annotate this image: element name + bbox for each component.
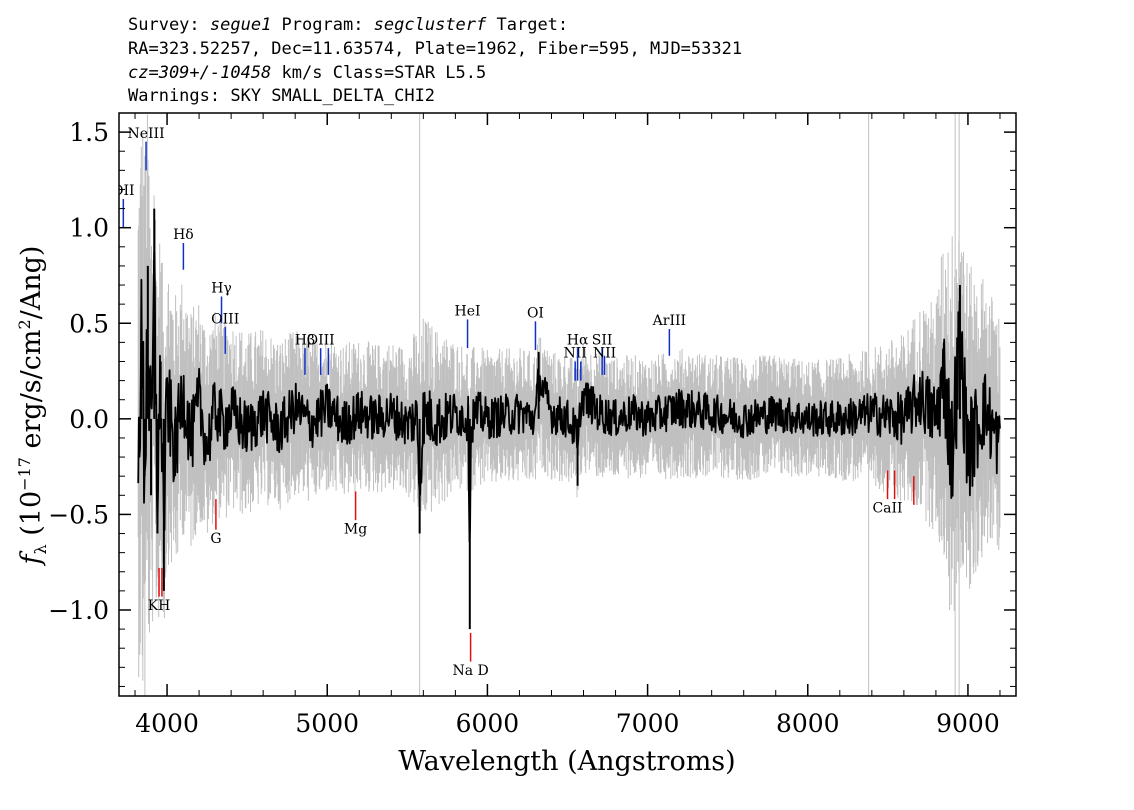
absorption-line-label: Mg (344, 522, 367, 538)
y-axis-sq: 2 (15, 319, 34, 329)
emission-line-label: NeIII (127, 126, 164, 142)
target-label: Target: (486, 15, 568, 35)
y-axis-open: (10 (16, 491, 47, 544)
y-tick-label: 0.5 (69, 309, 109, 338)
x-tick-label: 5000 (295, 709, 359, 738)
plot-frame (118, 112, 1017, 697)
y-tick-label: 0.0 (69, 405, 109, 434)
emission-line-label: OI (527, 306, 544, 322)
emission-line-label: OIII (307, 332, 335, 348)
header-line-4: Warnings: SKY SMALL_DELTA_CHI2 (128, 86, 435, 106)
emission-line-label: Hα (567, 332, 589, 348)
flux-line (137, 250, 1001, 543)
y-tick-label: 1.0 (69, 214, 109, 243)
y-tick-label: −1.0 (48, 596, 109, 625)
program-label: Program: (271, 15, 373, 35)
y-axis-units: erg/s/cm (16, 330, 47, 458)
survey-value: segue1 (210, 15, 271, 35)
header-line-1: Survey: segue1 Program: segclusterf Targ… (128, 15, 568, 35)
absorption-line-label: KH (148, 598, 171, 614)
absorption-line-label: Na D (452, 663, 488, 679)
header-line-2: RA=323.52257, Dec=11.63574, Plate=1962, … (128, 39, 742, 59)
y-tick-label: 1.5 (69, 118, 109, 147)
emission-line-label: SII (592, 332, 613, 348)
x-tick-label: 9000 (936, 709, 1000, 738)
flux-trace (137, 208, 1001, 630)
x-tick-label: 6000 (456, 709, 520, 738)
emission-line-label: OII (112, 183, 135, 199)
redshift-value: cz=309+/-10458 (128, 63, 271, 83)
emission-line-label: NII (593, 346, 616, 362)
emission-line-label: Hβ (295, 332, 315, 348)
y-axis-lambda: λ (31, 544, 50, 554)
absorption-line-label: G (210, 531, 221, 547)
x-tick-label: 8000 (776, 709, 840, 738)
y-axis-title: fλ (10−17 erg/s/cm2/Ang) (15, 246, 50, 567)
emission-line-label: NII (564, 346, 587, 362)
program-value: segclusterf (374, 15, 487, 35)
emission-line-label: ArIII (652, 313, 686, 329)
class-value: km/s Class=STAR L5.5 (271, 63, 486, 83)
emission-line-label: HeI (455, 304, 481, 320)
x-axis-title: Wavelength (Angstroms) (398, 746, 735, 777)
y-axis-close: /Ang) (16, 246, 47, 320)
survey-label: Survey: (128, 15, 210, 35)
y-tick-label: −0.5 (48, 500, 109, 529)
emission-line-label: Hδ (173, 227, 194, 243)
emission-line-label: Hγ (211, 281, 232, 297)
emission-line-label: OIII (211, 311, 239, 327)
absorption-line-label: CaII (872, 500, 902, 516)
x-tick-label: 4000 (135, 709, 199, 738)
y-axis-exp: −17 (15, 457, 34, 491)
y-axis-f: f (16, 550, 47, 566)
header-line-3: cz=309+/-10458 km/s Class=STAR L5.5 (128, 63, 486, 83)
x-tick-label: 7000 (616, 709, 680, 738)
axis-ticks: 4000 5000 6000 7000 8000 9000 −1.0 −0.5 0.0 0.5 1.… (48, 113, 1016, 738)
